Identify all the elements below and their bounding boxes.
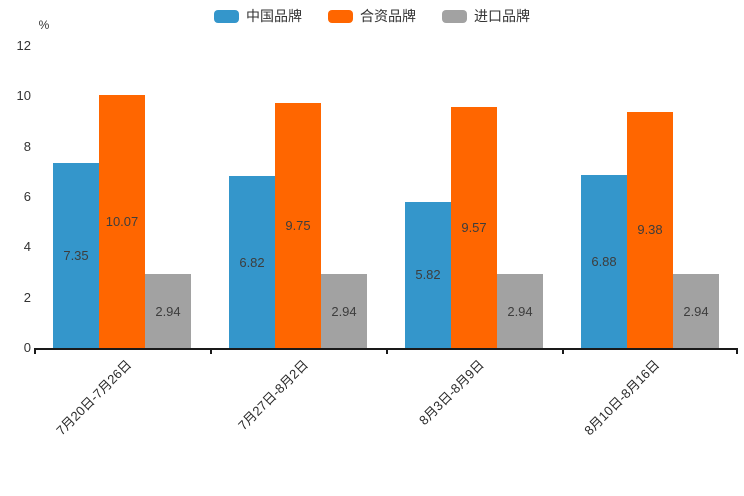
bar-合资品牌-4[interactable]: 9.38 (627, 111, 673, 348)
x-axis-tick-mark (34, 348, 36, 354)
bar-合资品牌-1[interactable]: 10.07 (99, 94, 145, 348)
legend-item-2[interactable]: 合资品牌 (328, 8, 416, 24)
legend-label: 进口品牌 (474, 8, 530, 24)
y-axis-unit-label: % (38, 18, 50, 32)
bar-value-label: 9.57 (461, 220, 487, 236)
x-axis-category-label: 8月10日-8月16日 (581, 357, 663, 439)
x-axis-category-label: 8月3日-8月9日 (415, 357, 487, 428)
legend-label: 中国品牌 (246, 8, 302, 24)
legend-item-1[interactable]: 中国品牌 (214, 8, 302, 24)
bar-value-label: 9.38 (637, 222, 663, 238)
x-axis-tick-mark (386, 348, 388, 354)
bar-value-label: 9.75 (285, 217, 311, 233)
x-axis-tick-mark (736, 348, 738, 354)
bar-value-label: 7.35 (63, 248, 89, 264)
bar-value-label: 6.88 (591, 253, 617, 269)
y-axis-tick-label: 4 (23, 239, 31, 255)
bar-value-label: 6.82 (239, 254, 265, 270)
plot-area: 7.35 10.07 2.94 6.82 9.75 2.94 5.82 9.57 2.94 6.8… (34, 46, 738, 354)
bar-value-label: 5.82 (415, 267, 441, 283)
legend-item-3[interactable]: 进口品牌 (442, 8, 530, 24)
y-axis-tick-label: 8 (23, 138, 31, 154)
y-axis-tick-label: 10 (16, 88, 31, 104)
bar-进口品牌-1[interactable]: 2.94 (145, 274, 191, 348)
bar-value-label: 2.94 (331, 303, 357, 319)
x-axis-tick-mark (562, 348, 564, 354)
x-axis-tick-mark (210, 348, 212, 354)
x-axis-category-label: 7月20日-7月26日 (53, 357, 135, 439)
y-axis-tick-label: 12 (16, 38, 31, 53)
legend-swatch-icon (442, 9, 467, 23)
bar-中国品牌-1[interactable]: 7.35 (53, 163, 99, 348)
bar-合资品牌-2[interactable]: 9.75 (275, 102, 321, 348)
bar-value-label: 10.07 (105, 213, 139, 229)
legend-swatch-icon (214, 9, 239, 23)
bar-合资品牌-3[interactable]: 9.57 (451, 107, 497, 348)
bar-value-label: 2.94 (683, 303, 709, 319)
y-axis-tick-label: 6 (23, 189, 31, 204)
x-axis-category-label: 7月27日-8月2日 (234, 357, 311, 434)
bar-进口品牌-3[interactable]: 2.94 (497, 274, 543, 348)
bar-中国品牌-3[interactable]: 5.82 (405, 201, 451, 348)
bar-进口品牌-4[interactable]: 2.94 (673, 274, 719, 348)
bar-进口品牌-2[interactable]: 2.94 (321, 274, 367, 348)
y-axis-tick-label: 0 (23, 340, 31, 355)
y-axis-tick-label: 2 (23, 289, 31, 305)
bar-value-label: 2.94 (155, 303, 181, 319)
bar-中国品牌-2[interactable]: 6.82 (229, 176, 275, 348)
bar-中国品牌-4[interactable]: 6.88 (581, 174, 627, 348)
bar-value-label: 2.94 (507, 303, 533, 319)
legend-swatch-icon (328, 9, 353, 23)
chart-legend: 中国品牌 合资品牌 进口品牌 (0, 8, 744, 24)
legend-label: 合资品牌 (360, 8, 416, 24)
